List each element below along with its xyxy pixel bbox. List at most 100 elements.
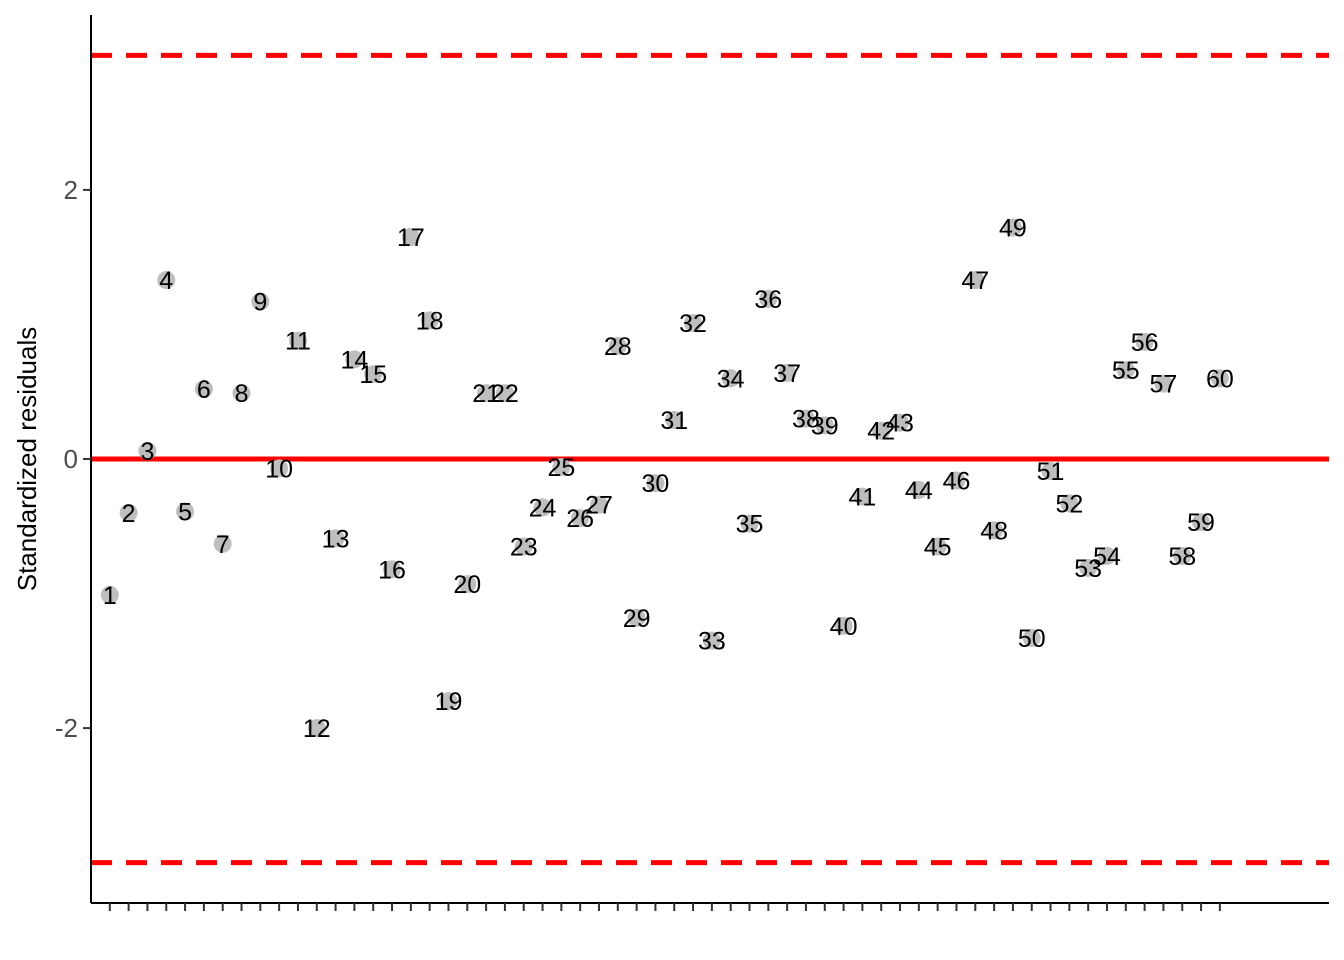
- data-point: [100, 585, 119, 604]
- point-label: 47: [961, 267, 989, 295]
- point-label: 6: [197, 376, 211, 404]
- data-point: [853, 487, 872, 506]
- point-label: 60: [1206, 365, 1234, 393]
- point-label: 49: [999, 215, 1027, 243]
- data-point: [891, 413, 910, 432]
- point-label: 19: [435, 688, 463, 716]
- data-point: [138, 441, 157, 460]
- point-label: 15: [359, 361, 387, 389]
- point-label: 13: [322, 525, 350, 553]
- point-label: 17: [397, 224, 425, 252]
- point-label: 14: [340, 346, 368, 374]
- data-point: [288, 331, 307, 350]
- point-label: 50: [1018, 625, 1046, 653]
- point-label: 27: [585, 492, 613, 520]
- point-label: 35: [736, 511, 764, 539]
- data-point: [909, 480, 928, 499]
- data-point: [439, 692, 458, 711]
- point-label: 1: [103, 582, 117, 610]
- data-point: [702, 631, 721, 650]
- data-point: [815, 416, 834, 435]
- data-point: [928, 537, 947, 556]
- point-label: 57: [1150, 371, 1178, 399]
- data-point: [552, 458, 571, 477]
- point-label: 59: [1187, 509, 1215, 537]
- y-tick-label: 0: [64, 444, 78, 474]
- data-point: [232, 384, 251, 403]
- data-point: [1192, 513, 1211, 532]
- data-point: [1097, 546, 1116, 565]
- point-label: 16: [378, 556, 406, 584]
- point-label: 56: [1131, 329, 1159, 357]
- data-point: [1060, 494, 1079, 513]
- data-point: [834, 616, 853, 635]
- data-point: [627, 608, 646, 627]
- data-point: [721, 369, 740, 388]
- point-label: 5: [178, 498, 192, 526]
- data-point: [646, 474, 665, 493]
- data-point: [1135, 332, 1154, 351]
- point-label: 48: [980, 517, 1008, 545]
- data-point: [194, 380, 213, 399]
- data-points: [100, 218, 1229, 738]
- data-point: [1079, 558, 1098, 577]
- point-label: 43: [886, 410, 914, 438]
- data-point: [608, 336, 627, 355]
- point-label: 12: [303, 715, 331, 743]
- point-label: 21: [472, 380, 500, 408]
- data-point: [684, 314, 703, 333]
- data-point: [740, 514, 759, 533]
- point-label: 2: [122, 500, 136, 528]
- point-label: 41: [848, 484, 876, 512]
- point-label: 10: [265, 455, 293, 483]
- x-axis: [91, 902, 1329, 911]
- data-point: [420, 311, 439, 330]
- data-point: [514, 537, 533, 556]
- data-point: [778, 363, 797, 382]
- data-point: [495, 384, 514, 403]
- point-label: 39: [811, 412, 839, 440]
- data-point: [571, 509, 590, 528]
- y-tick-label: -2: [55, 713, 78, 743]
- point-label: 45: [924, 533, 952, 561]
- point-label: 32: [679, 310, 707, 338]
- data-point: [759, 289, 778, 308]
- point-label: 28: [604, 333, 632, 361]
- point-label: 24: [529, 494, 557, 522]
- point-label: 23: [510, 533, 538, 561]
- point-label: 51: [1037, 458, 1065, 486]
- point-label: 34: [717, 365, 745, 393]
- point-label: 18: [416, 307, 444, 335]
- data-point: [1022, 628, 1041, 647]
- point-label: 38: [792, 406, 820, 434]
- data-point: [1116, 361, 1135, 380]
- data-point: [1173, 546, 1192, 565]
- point-label: 20: [453, 571, 481, 599]
- point-label: 25: [547, 454, 575, 482]
- data-point: [364, 365, 383, 384]
- point-label: 54: [1093, 543, 1121, 571]
- point-labels: 1234567891011121314151617181920212223242…: [103, 215, 1234, 744]
- point-label: 8: [235, 380, 249, 408]
- data-point: [401, 228, 420, 246]
- point-label: 29: [623, 605, 651, 633]
- y-axis: -2 0 2: [55, 15, 92, 903]
- data-point: [176, 502, 195, 521]
- data-point: [947, 471, 966, 490]
- data-point: [1003, 218, 1022, 237]
- data-point: [589, 495, 608, 514]
- point-label: 40: [830, 613, 858, 641]
- point-label: 7: [216, 531, 230, 559]
- data-point: [345, 350, 364, 369]
- point-label: 26: [566, 505, 594, 533]
- point-label: 9: [253, 289, 267, 317]
- data-point: [665, 410, 684, 429]
- data-point: [270, 459, 289, 478]
- data-point: [796, 409, 815, 428]
- point-label: 22: [491, 380, 519, 408]
- point-label: 52: [1055, 490, 1083, 518]
- data-point: [477, 384, 496, 403]
- data-point: [872, 421, 891, 440]
- point-label: 36: [754, 286, 782, 314]
